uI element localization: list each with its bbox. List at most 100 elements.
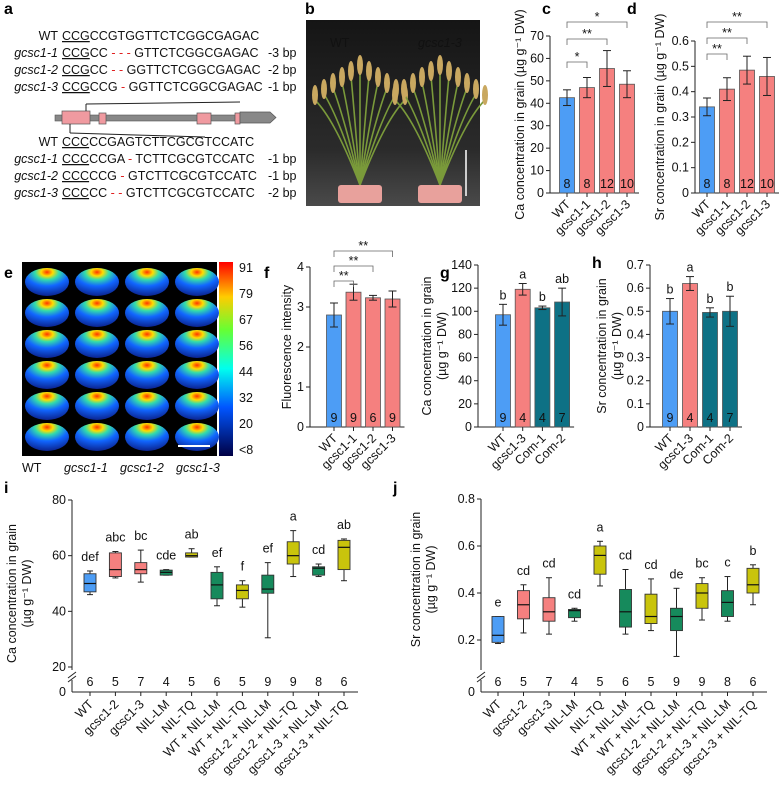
box-WT + NIL-LM [210,571,224,600]
y-tick-label: 0 [59,685,66,699]
deletion-size: -2 bp [268,63,297,77]
sample-size-label: 4 [687,411,694,425]
bar-gcsc1-3 [682,283,698,428]
zoom-line [85,101,241,105]
colorbar-tick: 56 [239,339,253,353]
significance-letter: c [724,556,730,570]
y-tick-label: 0.3 [627,351,644,365]
panicle [446,61,452,81]
y-tick-label: 100 [451,304,472,318]
box-WT [83,573,97,593]
significance-letter: b [750,544,757,558]
pam-site: CCC [62,186,89,200]
bar-Com-1 [534,307,551,428]
significance-stars: ** [339,269,349,283]
panicle [419,67,425,87]
seed [75,392,119,420]
panicle [330,73,336,93]
box-gcsc1-3 + NIL-TQ [337,539,351,571]
sample-size-label: 4 [571,675,578,689]
y-tick-label: 20 [530,141,544,155]
y-tick-label: 60 [530,51,544,65]
y-tick-label: 0.1 [672,161,689,175]
genotype-label: gcsc1-1 [14,152,58,166]
sequence-part: CCGAGTCTTCGCGTCCATC [89,135,254,149]
sample-size-label: 5 [188,675,195,689]
significance-letter: b [539,290,546,304]
box-gcsc1-3 [542,597,556,622]
plant-stem [359,99,406,186]
seed [175,268,219,296]
seed [175,423,219,451]
significance-stars: ** [349,254,359,268]
panel-label-e: e [4,265,13,282]
y-tick-label: 0.2 [458,633,475,647]
deletion-size: -1 bp [268,80,297,94]
deletion-size: -1 bp [268,169,297,183]
y-tick-label: 140 [451,258,472,272]
sequence: CCCCCGA - TCTTCGCGTCCATC [62,152,255,166]
sequence-part: CCG [89,169,120,183]
axis-break-mark [67,675,77,683]
seed [175,392,219,420]
y-tick-label: 20 [52,660,66,674]
plant-stem [439,93,477,186]
sequence-part: CCGTGGTTCTCGGCGAGAC [90,29,259,43]
deletion-gap: - - - [111,46,130,60]
genotype-label: gcsc1-1 [64,461,108,475]
box-WT + NIL-TQ [644,593,658,624]
sample-size-label: 7 [546,675,553,689]
sample-size-label: 6 [750,675,757,689]
panel-label-i: i [4,480,8,497]
sequence: CCGCC - - - GTTCTCGGCGAGAC [62,46,259,60]
significance-letter: cd [619,549,632,563]
seed [175,330,219,358]
colorbar-tick: 32 [239,391,253,405]
box-gcsc1-3 [134,562,148,575]
box-WT [491,616,505,643]
box-gcsc1-2 + NIL-TQ [286,541,300,565]
y-tick-label: 50 [530,74,544,88]
significance-letter: cd [312,543,325,557]
sequence: CCGCCGTGGTTCTCGGCGAGAC [62,29,259,43]
significance-letter: cd [568,587,581,601]
pam-site: CCC [62,152,89,166]
significance-letter: f [241,560,245,574]
y-tick-label: 10 [530,164,544,178]
sample-size-label: 7 [559,411,566,425]
y-tick-label: 0 [682,186,689,200]
plant-stem [412,87,441,186]
y-tick-label: 0.8 [458,492,475,506]
y-axis-label: (µg g⁻¹ DW) [424,546,438,614]
seed [75,330,119,358]
sample-size-label: 10 [760,177,774,191]
exon-box [61,110,91,125]
sample-size-label: 9 [264,675,271,689]
genotype-label: gcsc1-2 [120,461,164,475]
panel-label-h: h [592,255,602,272]
panicle [348,61,354,81]
y-tick-label: 80 [52,493,66,507]
y-axis-label: Ca concentration in grain (µg g⁻¹ DW) [513,9,527,219]
panicle [384,73,390,93]
sample-size-label: 9 [667,411,674,425]
seed [25,361,69,389]
significance-letter: b [727,280,734,294]
exon-box [98,112,107,125]
sample-size-label: 8 [564,177,571,191]
box-WT + NIL-TQ [235,584,249,600]
plant-stem [359,81,379,186]
y-tick-label: 0.4 [458,586,475,600]
significance-letter: b [707,292,714,306]
pam-site: CCG [62,63,90,77]
significance-bracket [706,21,768,28]
seed [75,423,119,451]
bar-gcsc1-2 [365,297,381,428]
significance-letter: abc [105,530,125,544]
sample-size-label: 4 [707,411,714,425]
significance-bracket [566,38,608,45]
axis-break-mark [67,671,77,679]
exon-box [196,112,212,125]
sample-size-label: 9 [389,411,396,425]
